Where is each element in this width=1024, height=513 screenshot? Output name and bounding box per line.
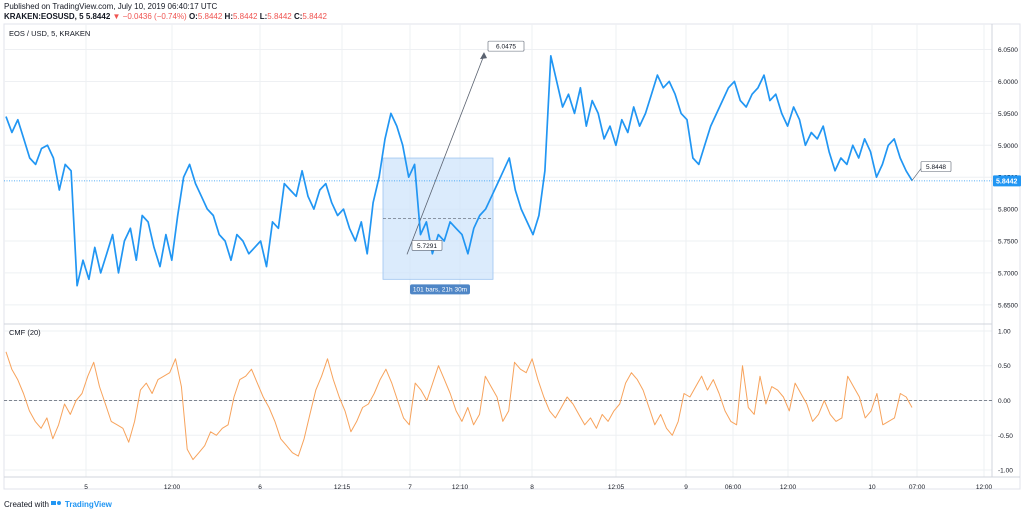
time-tick-label: 12:00 <box>976 484 993 491</box>
time-tick-label: 06:00 <box>725 484 742 491</box>
end-price-callout-bg <box>487 40 525 52</box>
time-tick-label: 12:10 <box>452 484 469 491</box>
price-callout-leader <box>911 168 922 181</box>
open-label: O: <box>188 12 198 21</box>
low-label: L: <box>259 12 268 21</box>
published-info: Published on TradingView.com, July 10, 2… <box>4 2 218 11</box>
time-tick-label: 12:00 <box>164 484 181 491</box>
last-price-badge <box>993 175 1021 187</box>
created-with-label: Created with <box>4 499 49 509</box>
cmf-axis[interactable]: 1.00 0.50 0.00 -0.50 -1.00 <box>998 328 1013 474</box>
start-price-callout: 5.7291 <box>417 243 437 250</box>
change-value: −0.0436 (−0.74%) <box>122 12 187 21</box>
close-value: 5.8442 <box>302 12 327 21</box>
tradingview-logo-icon <box>50 499 63 509</box>
chart-frame <box>3 23 1021 490</box>
cmf-tick-label: -0.50 <box>998 433 1013 440</box>
cmf-tick-label: 1.00 <box>998 328 1011 335</box>
time-tick-label: 7 <box>408 484 412 491</box>
price-tick-label: 5.8000 <box>998 207 1018 214</box>
price-tick-label: 6.0500 <box>998 47 1018 54</box>
footer: Created with TradingView <box>4 499 112 509</box>
price-tick-label: 6.0000 <box>998 79 1018 86</box>
end-price-callout: 6.0475 <box>496 44 516 51</box>
time-tick-label: 8 <box>530 484 534 491</box>
cmf-tick-label: 0.00 <box>998 398 1011 405</box>
time-axis[interactable]: 5 12:00 6 12:15 7 12:10 8 12:05 9 06:00 12:00 10 07:… <box>84 484 992 491</box>
high-value: 5.8442 <box>233 12 258 21</box>
measure-label-bg <box>410 284 470 295</box>
price-callout: 5.8448 <box>926 164 946 171</box>
time-tick-label: 9 <box>684 484 688 491</box>
last-price-badge-label: 5.8442 <box>996 178 1018 185</box>
arrow-head-icon <box>480 52 487 60</box>
time-tick-label: 10 <box>868 484 876 491</box>
last-value: 5.8442 <box>85 12 111 21</box>
low-value: 5.8442 <box>267 12 292 21</box>
time-tick-label: 07:00 <box>909 484 926 491</box>
price-tick-label: 5.9000 <box>998 143 1018 150</box>
price-tick-label: 5.9500 <box>998 111 1018 118</box>
down-arrow-icon: ▼ <box>112 12 121 21</box>
price-tick-label: 5.7000 <box>998 270 1018 277</box>
start-price-callout-bg <box>411 240 443 251</box>
price-pane-title: EOS / USD, 5, KRAKEN <box>9 29 90 38</box>
symbol: KRAKEN:EOSUSD, 5 <box>4 12 84 21</box>
cmf-tick-label: 0.50 <box>998 363 1011 370</box>
measure-label: 101 bars, 21h 30m <box>413 286 467 293</box>
close-label: C: <box>293 12 303 21</box>
tradingview-brand[interactable]: TradingView <box>64 499 112 509</box>
cmf-series-line <box>5 351 913 461</box>
symbol-line: KRAKEN:EOSUSD, 5 5.8442 ▼ −0.0436 (−0.74… <box>4 12 327 21</box>
open-value: 5.8442 <box>197 12 223 21</box>
measure-labels: 101 bars, 21h 30m 5.7291 6.0475 5.8448 <box>410 40 952 295</box>
price-tick-label: 5.6500 <box>998 302 1018 309</box>
price-series-line <box>5 55 913 287</box>
cmf-tick-label: -1.00 <box>998 468 1013 475</box>
price-tick-label: 5.7500 <box>998 239 1018 246</box>
time-tick-label: 12:00 <box>780 484 797 491</box>
time-tick-label: 6 <box>258 484 262 491</box>
time-tick-label: 5 <box>84 484 88 491</box>
high-label: H: <box>224 12 233 21</box>
time-tick-label: 12:05 <box>608 484 625 491</box>
price-callout-bg <box>920 161 952 172</box>
cmf-pane-title: CMF (20) <box>9 328 41 337</box>
time-tick-label: 12:15 <box>334 484 351 491</box>
